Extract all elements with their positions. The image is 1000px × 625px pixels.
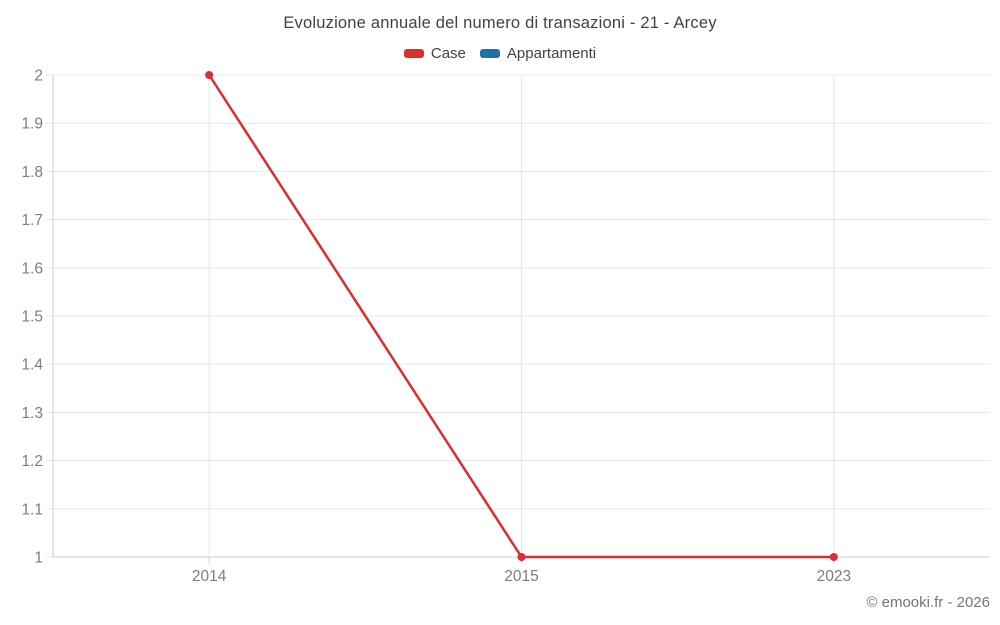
data-point-case[interactable] [829,553,838,561]
y-axis-tick-label: 1.3 [21,405,43,422]
data-point-case[interactable] [205,71,214,79]
legend-label-case: Case [430,45,466,62]
y-axis-tick-label: 1.8 [21,164,43,181]
legend: Case Appartamenti [0,45,1000,62]
legend-item-case[interactable]: Case [403,45,466,62]
y-axis-tick-label: 1.2 [21,453,43,470]
data-point-case[interactable] [517,553,526,561]
credit-text: © emooki.fr - 2026 [866,594,990,611]
y-axis-tick-label: 1.5 [21,309,43,326]
y-axis-tick-label: 1 [34,550,43,567]
legend-swatch-appartamenti [479,49,500,58]
legend-swatch-case [403,49,424,58]
x-axis-tick-label: 2015 [504,568,538,585]
legend-label-appartamenti: Appartamenti [506,45,597,62]
y-axis-tick-label: 1.4 [21,357,43,374]
y-axis-tick-label: 2 [34,68,43,85]
chart-title: Evoluzione annuale del numero di transaz… [283,14,717,32]
x-axis-tick-label: 2023 [817,568,851,585]
y-axis-tick-label: 1.6 [21,260,43,277]
x-axis-tick-label: 2014 [192,568,227,585]
y-axis-tick-label: 1.9 [21,116,43,133]
legend-item-appartamenti[interactable]: Appartamenti [479,45,597,62]
y-axis-tick-label: 1.1 [21,501,43,518]
y-axis-tick-label: 1.7 [21,212,43,229]
